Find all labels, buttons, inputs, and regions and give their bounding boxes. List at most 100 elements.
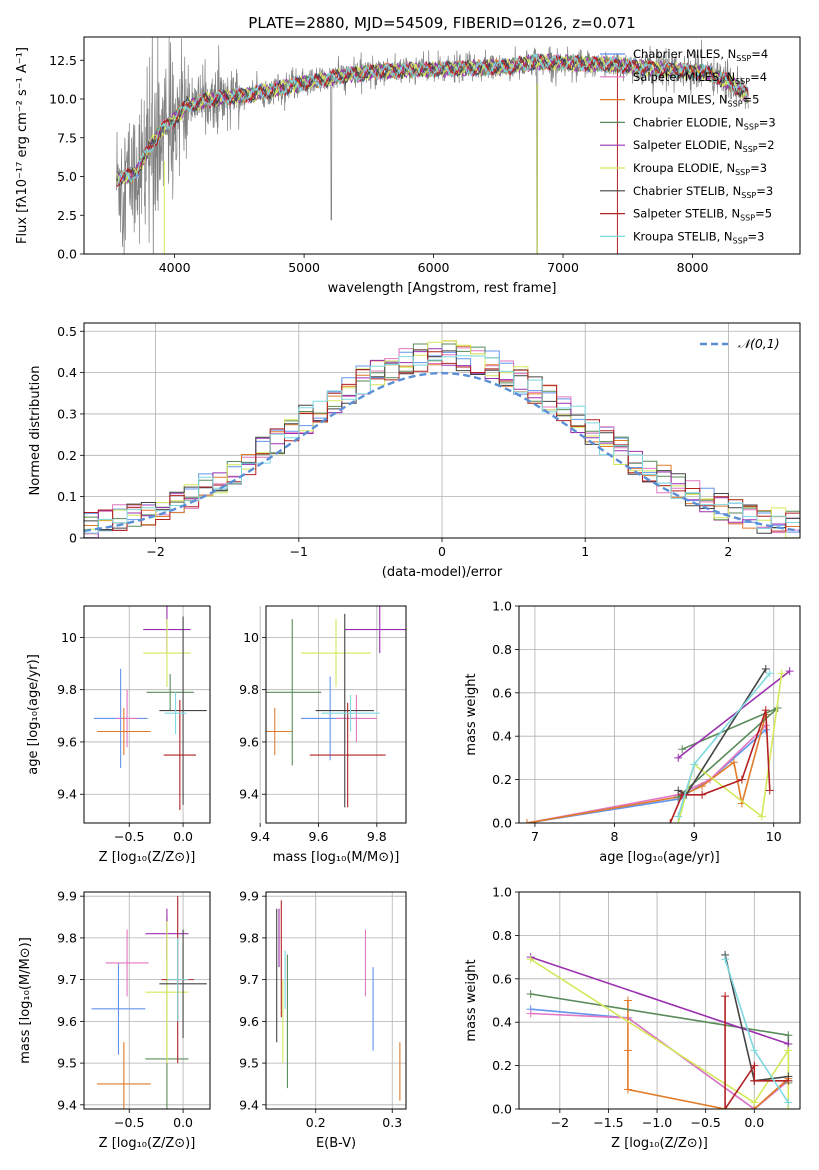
weight_vs_Z-ytick-label: 0.8 [492,928,512,943]
mass_vs_ebv-ytick-label: 9.8 [239,930,259,945]
weight_vs_age-xtick-label: 7 [531,829,539,844]
age_vs_Z-ytick-label: 9.6 [57,734,77,749]
legend-label-sub: SSP [736,54,751,63]
spectrum-ytick-label: 2.5 [57,208,77,223]
histogram-ks [84,355,800,534]
legend-label-main: Chabrier STELIB, N [633,184,741,198]
weight_vs_Z-xtick-label: −2 [551,1115,569,1130]
residuals-ytick-label: 0.3 [57,406,77,421]
age_vs_Z-ylabel: age [log₁₀(age/yr)] [26,654,41,775]
spectrum-xtick-label: 5000 [288,260,320,275]
age_vs_Z-xtick-label: −0.5 [114,829,144,844]
spectrum-ytick-label: 10.0 [49,92,77,107]
legend-label-count: =5 [743,93,760,107]
residuals-ylabel: Normed distribution [28,366,43,496]
legend-label-se: Salpeter ELODIE, NSSP=2 [633,138,775,154]
legend-label-cs: Chabrier STELIB, NSSP=3 [633,184,773,200]
age_vs_Z-xtick-label: 0.0 [173,829,193,844]
legend-label-ss: Salpeter STELIB, NSSP=5 [633,207,772,223]
mass_vs_Z-xtick-label: −0.5 [114,1115,144,1130]
residuals-xtick-label: 0 [438,544,446,559]
legend-label-main: Salpeter STELIB, N [633,207,740,221]
weight_vs_age-xtick-label: 9 [690,829,698,844]
spectrum-content [116,37,749,254]
mass_vs_Z-xtick-label: 0.0 [173,1115,193,1130]
weight_vs_age-xtick-label: 8 [611,829,619,844]
legend-label-ks: Kroupa STELIB, NSSP=3 [633,229,764,245]
mass_vs_Z-content [91,896,207,1109]
legend-label-sub: SSP [735,168,750,177]
legend-label-count: =4 [751,47,768,61]
age_vs_mass-content [266,606,406,808]
residuals-xtick-label: 1 [581,544,589,559]
age_vs_Z-content [93,606,207,810]
mass_vs_ebv-content [276,900,401,1101]
mass_vs_Z-xlabel: Z [log₁₀(Z/Z⊙)] [99,1136,196,1151]
age_vs_Z-ytick-label: 10 [61,630,77,645]
figure-title: PLATE=2880, MJD=54509, FIBERID=0126, z=0… [248,14,635,32]
gaussian-curve [84,371,800,532]
spectrum-ytick-label: 12.5 [49,53,77,68]
legend-label-count: =4 [750,70,767,84]
weight_vs_Z-series-se [530,956,789,1045]
weight_vs_Z-xtick-label: 0.0 [744,1115,764,1130]
age_vs_Z-frame [83,605,211,824]
residuals-ytick-label: 0 [69,531,77,546]
mass_vs_Z-ytick-label: 9.4 [57,1097,77,1112]
weight_vs_Z-ytick-label: 0.6 [492,971,512,986]
age_vs_mass-ytick-label: 10 [243,630,259,645]
weight_vs_age-series-ss [669,709,771,823]
weight_vs_age-xtick-label: 10 [766,829,782,844]
weight_vs_Z-xlabel: Z [log₁₀(Z/Z⊙)] [611,1136,708,1151]
spectrum-axes: 4000 5000 6000 7000 8000 0.0 2.5 5.0 7.5 10.0 12.5… [15,36,801,296]
mass_vs_ebv-axes: 0.2 0.3 9.4 9.5 9.6 9.7 9.8 9.9 E(B-V) [239,889,407,1151]
age_vs_mass-ytick-label: 9.6 [239,734,259,749]
spectrum-xtick-label: 4000 [159,260,191,275]
legend-label-km: Kroupa MILES, NSSP=5 [633,93,759,109]
legend-label-main: Chabrier MILES, N [633,47,736,61]
legend-label-count: =3 [756,184,773,198]
legend-label-count: =3 [759,115,776,129]
weight_vs_Z-series-km [627,1000,789,1109]
mass_vs_ebv-ytick-label: 9.6 [239,1014,259,1029]
spectrum-ytick-label: 7.5 [57,130,77,145]
weight_vs_age-series-km [526,714,767,823]
mass_vs_Z-ytick-label: 9.9 [57,889,77,904]
spectrum-model-ss [116,53,749,188]
mass_vs_ebv-ytick-label: 9.5 [239,1056,259,1071]
spectrum-xtick-label: 6000 [418,260,450,275]
weight_vs_age-ytick-label: 0.2 [492,772,512,787]
legend-label-sub: SSP [741,191,756,200]
age_vs_Z-xlabel: Z [log₁₀(Z/Z⊙)] [99,850,196,865]
weight_vs_Z-xtick-label: −1.5 [593,1115,623,1130]
legend-label-sub: SSP [735,77,750,86]
residuals-ytick-label: 0.2 [57,448,77,463]
mass_vs_Z-frame [83,891,211,1110]
mass_vs_ebv-ytick-label: 9.4 [239,1097,259,1112]
spectrum-xtick-label: 7000 [547,260,579,275]
spectrum-xtick-label: 8000 [677,260,709,275]
weight_vs_Z-ytick-label: 0.4 [492,1015,512,1030]
age_vs_mass-ytick-label: 9.4 [239,787,259,802]
residuals-frame [83,322,801,539]
weight_vs_age-ylabel: mass weight [464,673,479,755]
residuals-xlabel: (data-model)/error [382,565,503,580]
legend-label-main: Kroupa STELIB, N [633,229,733,243]
gaussian-legend-label: 𝒩(0,1) [738,336,780,351]
spectrum-xlabel: wavelength [Angstrom, rest frame] [328,281,557,296]
mass_vs_ebv-xtick-label: 0.2 [306,1115,326,1130]
weight_vs_age-series-sm [526,724,767,823]
mass_vs_Z-ytick-label: 9.8 [57,930,77,945]
mass_vs_Z-ytick-label: 9.5 [57,1056,77,1071]
weight_vs_age-axes: 7 8 9 10 0.0 0.2 0.4 0.6 0.8 1.0 age [log₁₀(age/yr… [464,599,801,865]
legend-label-sub: SSP [743,145,758,154]
residuals-content [84,340,800,538]
legend-label-main: Salpeter ELODIE, N [633,138,743,152]
plot-area: 4000 5000 6000 7000 80000.02.55.07.510.012.5… [15,36,801,1151]
spectrum-model-se [116,53,749,184]
spectrum-ytick-label: 0.0 [57,247,77,262]
legend-label-count: =3 [748,229,765,243]
legend-label-main: Kroupa ELODIE, N [633,161,735,175]
